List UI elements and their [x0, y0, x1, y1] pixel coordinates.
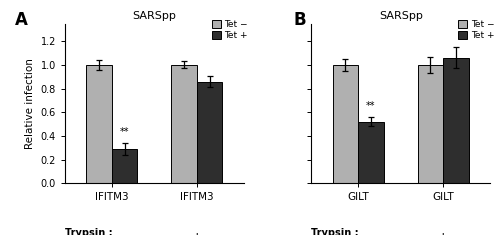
Bar	[418, 65, 443, 183]
Text: −: −	[353, 231, 364, 235]
Text: A: A	[15, 11, 28, 29]
Text: **: **	[120, 127, 130, 137]
Y-axis label: Relative infection: Relative infection	[25, 58, 35, 149]
Title: SARSpp: SARSpp	[132, 11, 176, 21]
Text: +: +	[192, 231, 202, 235]
Legend: Tet −, Tet +: Tet −, Tet +	[212, 20, 248, 40]
Bar	[172, 65, 197, 183]
Text: −: −	[106, 231, 117, 235]
Bar	[86, 65, 112, 183]
Legend: Tet −, Tet +: Tet −, Tet +	[458, 20, 494, 40]
Bar	[443, 58, 468, 183]
Bar	[358, 122, 384, 183]
Bar	[197, 82, 222, 183]
Text: B: B	[294, 11, 306, 29]
Text: Trypsin :: Trypsin :	[65, 228, 112, 235]
Text: Trypsin :: Trypsin :	[312, 228, 359, 235]
Title: SARSpp: SARSpp	[379, 11, 422, 21]
Text: **: **	[366, 101, 376, 111]
Text: +: +	[438, 231, 448, 235]
Bar	[332, 65, 358, 183]
Bar	[112, 149, 138, 183]
